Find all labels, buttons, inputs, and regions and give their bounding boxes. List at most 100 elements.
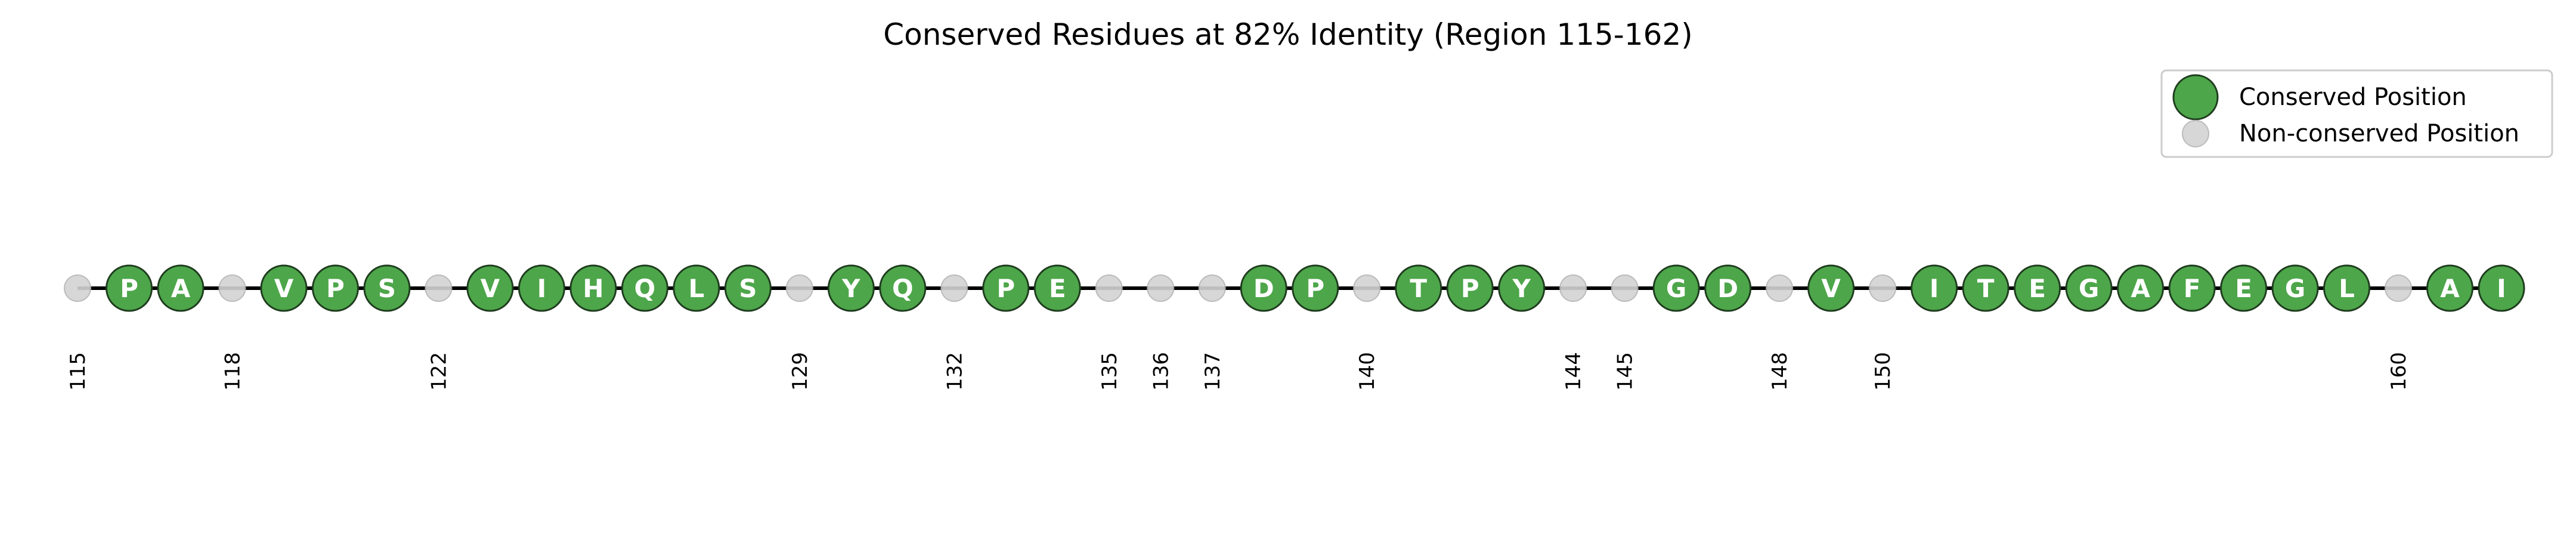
legend-conserved-marker xyxy=(2172,74,2219,121)
residue-label: P xyxy=(326,274,345,303)
residue-label: D xyxy=(1253,274,1274,303)
position-tick-label: 136 xyxy=(1149,352,1173,391)
conserved-position-marker xyxy=(879,264,927,312)
position-tick-label: 122 xyxy=(427,352,451,391)
conserved-position: E xyxy=(2220,264,2268,312)
residue-label: Y xyxy=(1512,274,1531,303)
conserved-position: L xyxy=(673,264,720,312)
nonconserved-position-marker xyxy=(1611,274,1639,302)
conserved-position: E xyxy=(2014,264,2061,312)
residue-label: V xyxy=(274,274,294,303)
residue-label: H xyxy=(583,274,603,303)
legend-nonconserved-marker xyxy=(2182,120,2209,147)
nonconserved-position xyxy=(1095,274,1123,302)
nonconserved-position xyxy=(1766,274,1794,302)
conserved-position: P xyxy=(982,264,1030,312)
conserved-position-marker xyxy=(2426,264,2474,312)
conserved-position-marker xyxy=(2014,264,2061,312)
conserved-position-marker xyxy=(2168,264,2216,312)
conserved-position: I xyxy=(2478,264,2525,312)
conserved-position: E xyxy=(1033,264,1081,312)
conserved-position: H xyxy=(569,264,617,312)
conserved-position: I xyxy=(1911,264,1958,312)
position-tick-label: 118 xyxy=(221,352,244,391)
conserved-position: V xyxy=(260,264,308,312)
conserved-position: T xyxy=(1395,264,1442,312)
conserved-position-marker xyxy=(105,264,153,312)
conserved-position: T xyxy=(1962,264,2010,312)
conserved-position-marker xyxy=(2065,264,2113,312)
residue-label: F xyxy=(2184,274,2201,303)
residue-label: S xyxy=(739,274,757,303)
nonconserved-position-marker xyxy=(1869,274,1897,302)
nonconserved-position-marker xyxy=(64,274,91,302)
conserved-position-marker xyxy=(1395,264,1442,312)
conserved-position-marker xyxy=(1911,264,1958,312)
conserved-position: A xyxy=(157,264,205,312)
position-tick-label: 160 xyxy=(2387,352,2411,391)
conserved-position: P xyxy=(1446,264,1494,312)
conserved-position: S xyxy=(363,264,411,312)
conserved-position-marker xyxy=(260,264,308,312)
nonconserved-position-marker xyxy=(1147,274,1175,302)
nonconserved-position-marker xyxy=(1095,274,1123,302)
conserved-position-marker xyxy=(2323,264,2371,312)
position-tick-label: 115 xyxy=(66,352,90,391)
conserved-position-marker xyxy=(311,264,359,312)
residue-label: Q xyxy=(634,274,656,303)
conserved-position: G xyxy=(2065,264,2113,312)
conserved-position-marker xyxy=(1446,264,1494,312)
residue-label: P xyxy=(996,274,1015,303)
nonconserved-position xyxy=(1559,274,1587,302)
chart-title: Conserved Residues at 82% Identity (Regi… xyxy=(883,17,1693,52)
conserved-position-marker xyxy=(1807,264,1855,312)
residue-label: A xyxy=(2440,274,2460,303)
conserved-position-marker xyxy=(1704,264,1752,312)
position-tick-label: 148 xyxy=(1768,352,1792,391)
nonconserved-position-marker xyxy=(1353,274,1381,302)
conserved-position: G xyxy=(1652,264,1700,312)
conserved-position: Y xyxy=(827,264,875,312)
nonconserved-position xyxy=(940,274,968,302)
nonconserved-position-marker xyxy=(940,274,968,302)
conserved-position-marker xyxy=(621,264,668,312)
residue-label: G xyxy=(2285,274,2305,303)
legend: Conserved Position Non-conserved Positio… xyxy=(2160,69,2553,158)
conserved-position-marker xyxy=(1652,264,1700,312)
residue-label: I xyxy=(537,274,547,303)
conserved-position: D xyxy=(1704,264,1752,312)
conserved-position: V xyxy=(466,264,514,312)
conserved-position: F xyxy=(2168,264,2216,312)
conserved-position: P xyxy=(311,264,359,312)
nonconserved-position xyxy=(425,274,453,302)
residue-label: G xyxy=(1666,274,1686,303)
nonconserved-position xyxy=(785,274,813,302)
conserved-position-marker xyxy=(2271,264,2319,312)
residue-label: Q xyxy=(892,274,914,303)
conserved-position: G xyxy=(2271,264,2319,312)
position-tick-label: 129 xyxy=(788,352,812,391)
residue-label: E xyxy=(2235,274,2252,303)
nonconserved-position xyxy=(1353,274,1381,302)
conserved-position-marker xyxy=(157,264,205,312)
conserved-position-marker xyxy=(1292,264,1339,312)
residue-label: G xyxy=(2079,274,2099,303)
conserved-position-marker xyxy=(2117,264,2165,312)
residue-label: P xyxy=(1306,274,1324,303)
residue-label: A xyxy=(171,274,191,303)
conserved-position-marker xyxy=(518,264,565,312)
residue-label: E xyxy=(1049,274,1066,303)
conserved-position-marker xyxy=(982,264,1030,312)
conserved-position: I xyxy=(518,264,565,312)
nonconserved-position xyxy=(1611,274,1639,302)
residue-label: T xyxy=(1977,274,1995,303)
nonconserved-position-marker xyxy=(2385,274,2413,302)
position-tick-label: 135 xyxy=(1098,352,1122,391)
position-tick-label: 150 xyxy=(1871,352,1895,391)
conserved-position: P xyxy=(105,264,153,312)
legend-nonconserved-label: Non-conserved Position xyxy=(2239,120,2519,147)
conserved-position: A xyxy=(2426,264,2474,312)
nonconserved-position xyxy=(1147,274,1175,302)
residue-label: T xyxy=(1410,274,1427,303)
